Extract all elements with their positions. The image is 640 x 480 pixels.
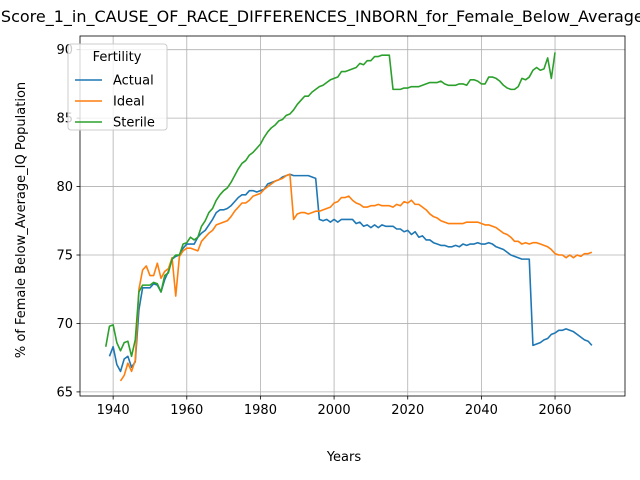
x-tick-label: 1960 [170, 403, 203, 418]
y-tick-label: 70 [56, 317, 73, 332]
series-line-actual [108, 173, 593, 373]
y-tick-label: 65 [56, 385, 73, 400]
legend-box [67, 43, 168, 131]
legend-label-ideal: Ideal [113, 95, 145, 110]
grid-lines [80, 36, 625, 396]
x-tick-label: 1980 [244, 403, 277, 418]
legend: Fertility Actual Ideal Sterile [67, 43, 168, 131]
legend-label-actual: Actual [113, 74, 154, 89]
chart-title: Score_1_in_CAUSE_OF_RACE_DIFFERENCES_INB… [1, 7, 640, 27]
series-lines [104, 52, 593, 382]
x-axis-label: Years [326, 450, 362, 465]
series-line-ideal [119, 173, 593, 382]
legend-entries: Actual Ideal Sterile [75, 74, 155, 131]
x-tick-label: 2020 [391, 403, 424, 418]
series-line-sterile [104, 52, 556, 358]
x-tick-label: 2000 [318, 403, 351, 418]
plot-area-frame [79, 35, 626, 397]
y-tick-label: 75 [56, 249, 73, 264]
y-axis-label: % of Female Below_Average_IQ Population [14, 82, 29, 358]
y-tick-label: 80 [56, 180, 73, 195]
x-tick-label: 2060 [538, 403, 571, 418]
legend-label-sterile: Sterile [113, 116, 155, 131]
legend-title: Fertility [93, 50, 142, 65]
x-tick-label: 1940 [97, 403, 130, 418]
x-tick-label: 2040 [465, 403, 498, 418]
